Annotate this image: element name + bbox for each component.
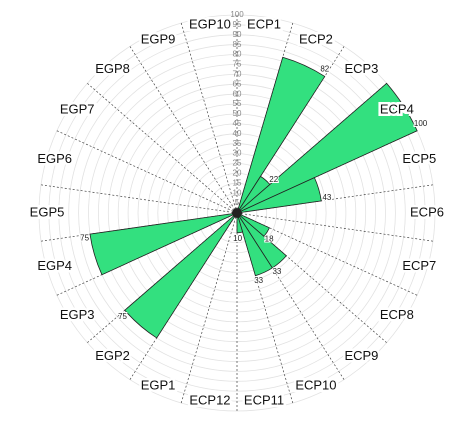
category-label: ECP1 xyxy=(247,16,281,31)
bar xyxy=(89,212,238,276)
grid-circle xyxy=(117,93,357,333)
value-label: 82 xyxy=(320,64,329,73)
grid-circle xyxy=(177,153,297,273)
r-tick-label: 55 xyxy=(233,99,242,108)
grid-circle xyxy=(97,73,377,353)
category-label: EGP5 xyxy=(30,204,65,219)
r-tick-label: 20 xyxy=(233,169,242,178)
r-tick-label: 60 xyxy=(233,89,242,98)
category-label: EGP2 xyxy=(95,348,130,363)
spoke xyxy=(87,83,238,214)
r-tick-label: 40 xyxy=(233,129,242,138)
r-tick-label: 65 xyxy=(233,79,242,88)
category-label: EGP9 xyxy=(141,32,176,47)
spoke xyxy=(40,184,238,214)
value-label: 75 xyxy=(80,234,89,243)
bar xyxy=(236,212,273,277)
category-label: EGP8 xyxy=(95,61,130,76)
category-label: EGP7 xyxy=(60,102,95,117)
grid-circle xyxy=(157,133,317,293)
r-tick-label: 45 xyxy=(233,119,242,128)
category-label: ECP2 xyxy=(299,32,333,47)
category-label: EGP1 xyxy=(141,377,176,392)
r-tick-label: 50 xyxy=(233,109,242,118)
r-tick-label: 25 xyxy=(233,159,242,168)
grid-circle xyxy=(78,54,396,372)
r-tick-label: 100 xyxy=(230,10,244,19)
spoke xyxy=(129,46,238,214)
r-tick-label: 90 xyxy=(233,30,242,39)
category-label: ECP9 xyxy=(344,348,378,363)
spoke xyxy=(180,212,238,404)
category-label: ECP3 xyxy=(344,61,378,76)
hub xyxy=(232,208,242,218)
r-tick-label: 30 xyxy=(233,149,242,158)
bar xyxy=(124,212,238,339)
category-label: ECP4 xyxy=(380,102,414,117)
value-label: 18 xyxy=(265,235,274,244)
value-label: 33 xyxy=(272,267,281,276)
category-label: ECP11 xyxy=(244,393,284,408)
category-label: EGP4 xyxy=(37,258,72,273)
grid-circle xyxy=(137,113,337,313)
category-label: ECP7 xyxy=(402,258,436,273)
r-tick-label: 5 xyxy=(235,198,240,207)
r-tick-label: 75 xyxy=(233,60,242,69)
category-label: ECP8 xyxy=(380,307,414,322)
spoke xyxy=(180,22,238,214)
value-label: 22 xyxy=(269,175,278,184)
grid-circle xyxy=(58,34,416,392)
category-label: ECP12 xyxy=(189,393,230,408)
bar xyxy=(236,56,326,214)
category-label: ECP5 xyxy=(402,151,436,166)
category-label: ECP10 xyxy=(295,377,336,392)
category-label: EGP6 xyxy=(37,151,72,166)
r-tick-label: 95 xyxy=(233,20,242,29)
bar xyxy=(236,82,418,214)
value-label: 10 xyxy=(233,234,242,243)
r-tick-label: 85 xyxy=(233,40,242,49)
r-tick-label: 70 xyxy=(233,70,242,79)
r-tick-label: 80 xyxy=(233,50,242,59)
bar xyxy=(236,212,244,234)
grid-circle xyxy=(196,172,277,253)
value-label: 100 xyxy=(414,119,428,128)
r-tick-label: 15 xyxy=(233,178,242,187)
category-label: EGP10 xyxy=(189,16,231,31)
r-tick-label: 35 xyxy=(233,139,242,148)
value-label: 43 xyxy=(322,193,331,202)
value-label: 75 xyxy=(118,312,127,321)
spoke xyxy=(236,212,434,242)
spoke xyxy=(56,130,238,214)
r-tick-label: 10 xyxy=(233,188,242,197)
value-label: 33 xyxy=(254,276,263,285)
category-label: ECP6 xyxy=(410,204,444,219)
bar xyxy=(236,177,322,214)
category-label: EGP3 xyxy=(60,307,95,322)
